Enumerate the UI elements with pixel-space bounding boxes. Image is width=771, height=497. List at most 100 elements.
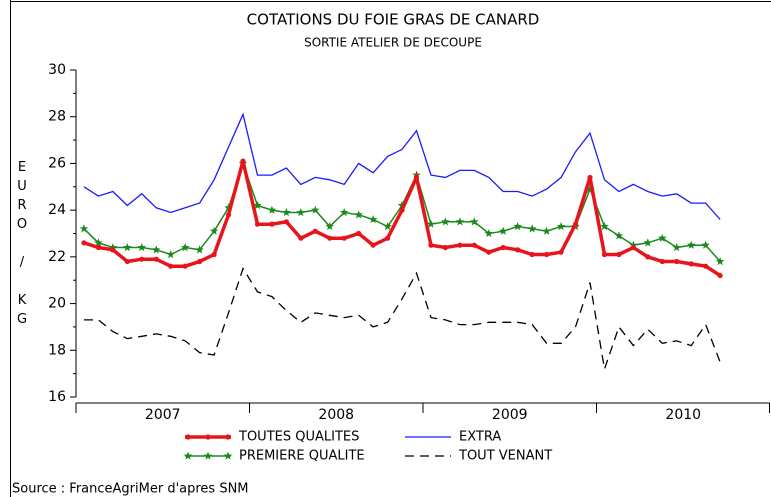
point <box>339 208 349 217</box>
point <box>572 221 579 227</box>
point <box>556 222 566 231</box>
point <box>441 217 450 226</box>
point <box>399 207 405 213</box>
point <box>484 229 494 238</box>
point <box>195 245 204 254</box>
point <box>428 242 434 248</box>
chart-subtitle: SORTIE ATELIER DE DECOUPE <box>304 36 482 50</box>
legend-label: EXTRA <box>459 430 501 445</box>
point <box>587 174 593 181</box>
point <box>527 224 537 233</box>
point <box>282 208 291 217</box>
point <box>717 272 723 279</box>
point <box>312 228 318 234</box>
point <box>327 235 333 241</box>
point <box>457 242 463 248</box>
point <box>688 261 694 267</box>
point <box>630 244 636 251</box>
point <box>354 210 363 219</box>
legend-label: TOUTES QUALITES <box>238 430 359 445</box>
point <box>368 215 378 224</box>
y-tick-label: 30 <box>48 62 66 78</box>
point <box>600 222 609 231</box>
point <box>455 217 465 226</box>
point <box>182 263 188 269</box>
point <box>152 245 161 254</box>
point <box>426 219 436 228</box>
x-group-label: 2009 <box>492 407 528 423</box>
y-tick-label: 22 <box>48 249 66 265</box>
legend-label: TOUT VENANT <box>458 449 552 464</box>
point <box>558 249 564 255</box>
y-tick-label: 18 <box>48 342 66 358</box>
point <box>225 212 232 218</box>
point <box>701 240 710 249</box>
point <box>137 243 147 252</box>
point <box>715 257 725 266</box>
point <box>470 217 479 226</box>
point <box>544 251 550 258</box>
series-line <box>83 112 721 220</box>
point <box>108 243 118 252</box>
point <box>499 226 508 235</box>
point <box>325 222 334 231</box>
legend-marker <box>185 434 191 440</box>
point <box>269 221 275 227</box>
point <box>686 240 696 249</box>
y-tick-label: 16 <box>48 389 66 405</box>
point <box>197 258 203 265</box>
point <box>397 201 407 210</box>
point <box>341 235 347 241</box>
point <box>139 256 145 262</box>
legend-marker <box>203 451 213 460</box>
point <box>123 243 132 252</box>
point <box>254 221 261 227</box>
x-group-label: 2010 <box>665 407 701 423</box>
point <box>614 231 624 240</box>
point <box>110 247 116 253</box>
point <box>124 258 130 265</box>
point <box>79 224 89 233</box>
legend-marker <box>205 434 211 440</box>
point <box>674 258 680 265</box>
point <box>643 238 653 247</box>
chart-title: COTATIONS DU FOIE GRAS DE CANARD <box>247 11 540 29</box>
point <box>515 247 521 253</box>
point <box>81 240 87 246</box>
point <box>601 251 608 258</box>
legend-label: PREMIERE QUALITE <box>239 449 365 464</box>
x-group-label: 2007 <box>145 407 181 423</box>
point <box>442 244 449 251</box>
x-group-label: 2008 <box>318 407 354 423</box>
point <box>153 256 159 262</box>
point <box>658 233 667 242</box>
point <box>383 222 392 231</box>
y-tick-label: 20 <box>48 296 66 312</box>
legend-marker <box>183 451 193 460</box>
point <box>542 226 551 235</box>
point <box>629 240 638 249</box>
point <box>659 258 665 265</box>
point <box>471 242 477 248</box>
point <box>166 250 175 259</box>
point <box>645 254 651 260</box>
point <box>267 205 277 214</box>
y-tick-label: 24 <box>48 202 66 218</box>
point <box>209 226 219 235</box>
series-line <box>84 266 721 370</box>
point <box>529 251 535 258</box>
point <box>211 251 217 258</box>
source: Source : FranceAgriMer d'apres SNM <box>12 482 249 497</box>
point <box>500 244 506 251</box>
point <box>283 219 289 225</box>
series-line <box>83 160 722 277</box>
point <box>168 263 174 269</box>
legend-marker <box>225 434 231 440</box>
y-axis-label: EURO / KG <box>15 160 30 331</box>
point <box>703 263 709 269</box>
point <box>513 222 522 231</box>
point <box>384 235 391 241</box>
point <box>486 249 492 255</box>
point <box>240 158 246 164</box>
